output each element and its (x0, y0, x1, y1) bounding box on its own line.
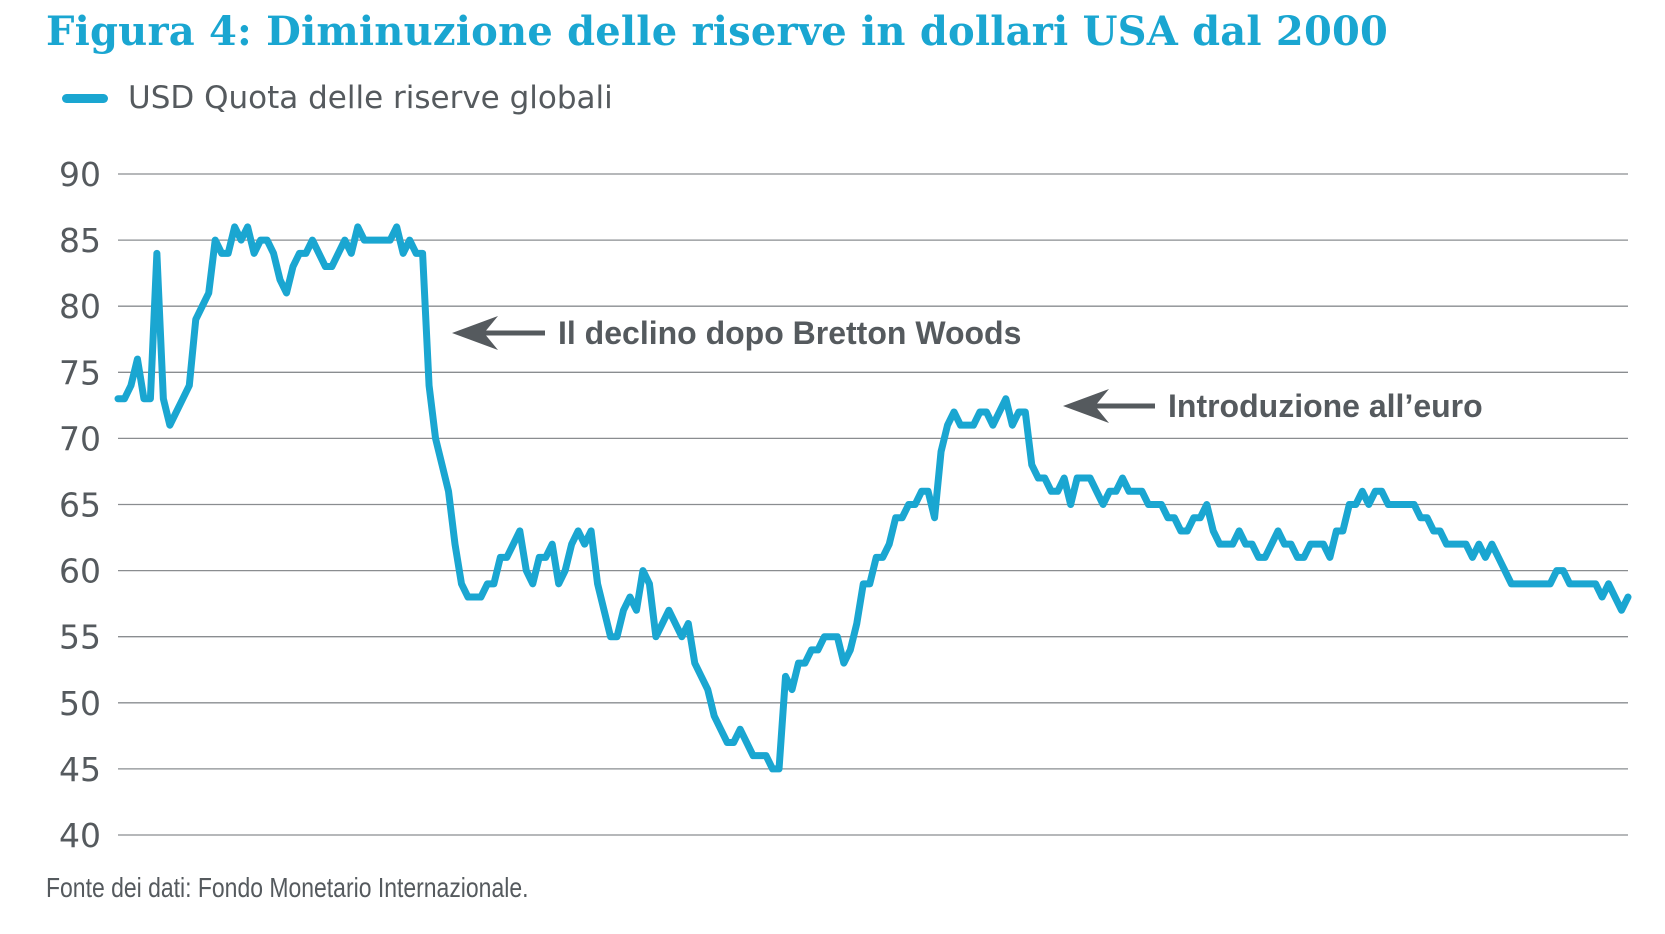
legend-label: USD Quota delle riserve globali (128, 80, 613, 116)
source-note: Fonte dei dati: Fondo Monetario Internaz… (46, 872, 529, 903)
annotation-label: Introduzione all’euro (1168, 388, 1483, 424)
legend-swatch (62, 93, 108, 103)
y-tick-label-70: 70 (59, 419, 101, 458)
legend: USD Quota delle riserve globali (62, 80, 613, 116)
annotation-1: Il declino dopo Bretton Woods (452, 315, 1021, 351)
y-tick-label-80: 80 (59, 287, 101, 326)
y-tick-label-85: 85 (59, 221, 101, 260)
y-tick-label-60: 60 (59, 552, 101, 591)
annotation-2: Introduzione all’euro (1063, 388, 1483, 424)
y-tick-label-55: 55 (59, 618, 101, 657)
y-tick-label-40: 40 (59, 816, 101, 855)
chart-title: Figura 4: Diminuzione delle riserve in d… (46, 8, 1389, 55)
annotation-arrow-head (452, 316, 498, 350)
annotation-label: Il declino dopo Bretton Woods (558, 315, 1021, 351)
y-tick-label-45: 45 (59, 750, 101, 789)
y-tick-label-65: 65 (59, 486, 101, 525)
y-tick-label-90: 90 (59, 155, 101, 194)
series-group (114, 223, 1632, 773)
annotations: Il declino dopo Bretton Woods Introduzion… (452, 315, 1483, 424)
series-line-0 (114, 223, 1632, 773)
y-tick-label-50: 50 (59, 684, 101, 723)
annotation-arrow-head (1063, 389, 1109, 423)
y-tick-label-75: 75 (59, 353, 101, 392)
y-axis-ticks: 90 85 80 75 70 65 60 55 50 45 40 (59, 155, 101, 855)
